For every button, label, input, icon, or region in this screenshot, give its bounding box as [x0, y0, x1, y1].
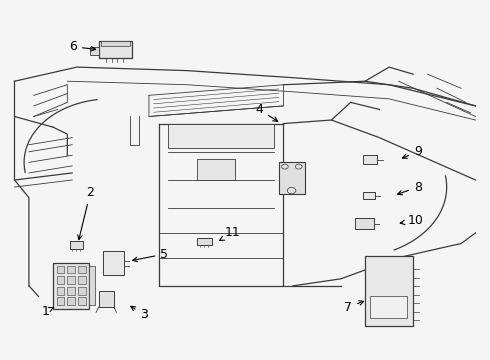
Text: 9: 9: [402, 145, 422, 158]
Bar: [90, 47, 99, 55]
Bar: [370, 296, 407, 318]
Text: 3: 3: [131, 306, 148, 321]
Text: 10: 10: [400, 214, 424, 227]
Text: 5: 5: [133, 248, 169, 262]
Bar: [365, 256, 413, 327]
Text: 11: 11: [220, 226, 241, 240]
Text: 1: 1: [42, 305, 53, 318]
Bar: [70, 241, 83, 249]
Bar: [197, 159, 235, 180]
Bar: [78, 266, 86, 274]
Text: 6: 6: [69, 40, 96, 53]
Text: 2: 2: [78, 186, 94, 240]
Bar: [78, 276, 86, 284]
Bar: [67, 297, 75, 305]
Bar: [279, 162, 305, 194]
Bar: [78, 297, 86, 305]
Bar: [101, 41, 130, 46]
Bar: [57, 276, 65, 284]
Bar: [57, 266, 65, 274]
Text: 8: 8: [398, 181, 422, 195]
Bar: [197, 238, 212, 245]
Bar: [78, 287, 86, 294]
Bar: [67, 276, 75, 284]
Bar: [67, 266, 75, 274]
Bar: [57, 297, 65, 305]
Bar: [57, 287, 65, 294]
Text: 4: 4: [255, 103, 278, 121]
Bar: [98, 41, 132, 58]
Bar: [355, 218, 374, 229]
Bar: [67, 287, 75, 294]
Text: 7: 7: [344, 301, 364, 314]
Bar: [363, 192, 375, 199]
Bar: [53, 263, 89, 309]
Bar: [103, 251, 123, 275]
Bar: [168, 123, 274, 148]
Bar: [363, 155, 377, 164]
Bar: [89, 266, 95, 305]
Bar: [98, 291, 114, 307]
